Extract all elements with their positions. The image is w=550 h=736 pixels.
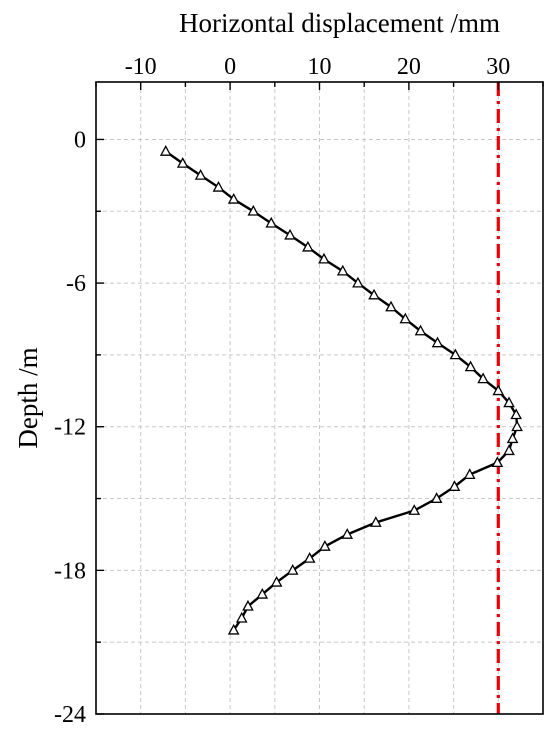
data-point-triangle bbox=[448, 480, 461, 491]
data-point-triangle bbox=[449, 348, 462, 360]
data-point-triangle bbox=[265, 216, 278, 228]
data-point-triangle bbox=[303, 552, 316, 563]
x-tick-label: 30 bbox=[486, 54, 510, 80]
y-axis-title: Depth /m bbox=[13, 347, 43, 448]
data-point-triangle bbox=[176, 157, 189, 168]
displacement-series-line bbox=[165, 150, 519, 631]
data-point-triangle bbox=[431, 336, 444, 348]
data-point-triangle bbox=[369, 516, 382, 527]
x-tick-label: 10 bbox=[308, 54, 332, 80]
data-point-triangle bbox=[503, 444, 515, 456]
data-point-triangle bbox=[212, 180, 225, 192]
data-point-triangle bbox=[492, 384, 505, 396]
data-point-triangle bbox=[414, 324, 427, 336]
data-point-triangle bbox=[511, 420, 523, 432]
data-point-triangle bbox=[286, 564, 299, 575]
data-point-triangle bbox=[318, 252, 330, 264]
data-point-triangle bbox=[368, 288, 380, 300]
grid-layer bbox=[95, 82, 544, 715]
x-tick-label: -10 bbox=[125, 54, 157, 80]
data-point-triangle bbox=[491, 456, 504, 468]
series-layer bbox=[159, 145, 523, 635]
data-point-triangle bbox=[336, 264, 349, 276]
data-point-triangle bbox=[256, 587, 269, 599]
data-point-triangle bbox=[194, 169, 207, 180]
data-point-triangle bbox=[464, 360, 477, 372]
data-point-triangle bbox=[270, 575, 283, 587]
data-point-triangle bbox=[284, 228, 296, 240]
data-point-triangle bbox=[227, 192, 240, 204]
data-point-triangle bbox=[477, 372, 489, 384]
data-point-triangle bbox=[408, 504, 421, 515]
data-point-triangle bbox=[503, 396, 515, 408]
data-point-triangle bbox=[227, 623, 240, 635]
data-point-triangle bbox=[242, 599, 254, 611]
y-tick-label: -24 bbox=[54, 702, 86, 728]
data-point-triangle bbox=[319, 540, 331, 551]
y-tick-label: -6 bbox=[66, 271, 86, 297]
data-point-triangle bbox=[302, 240, 314, 252]
data-point-triangle bbox=[352, 276, 364, 288]
x-axis-title: Horizontal displacement /mm bbox=[179, 8, 500, 38]
data-point-triangle bbox=[341, 528, 354, 539]
data-point-triangle bbox=[430, 492, 443, 503]
data-point-triangle bbox=[510, 408, 523, 420]
data-point-triangle bbox=[399, 312, 412, 324]
data-point-triangle bbox=[385, 300, 397, 312]
data-point-triangle bbox=[463, 468, 476, 480]
data-point-triangle bbox=[247, 204, 260, 216]
data-point-triangle bbox=[506, 432, 519, 444]
y-tick-label: -12 bbox=[54, 415, 86, 441]
tick-layer: -10 0 10 20 30 0 -6 -12 -18 -24 bbox=[54, 54, 544, 728]
y-tick-label: -18 bbox=[54, 558, 86, 584]
data-point-triangle bbox=[159, 145, 172, 156]
x-tick-label: 20 bbox=[397, 54, 421, 80]
x-tick-label: 0 bbox=[224, 54, 236, 80]
data-point-triangle bbox=[235, 611, 248, 623]
y-tick-label: 0 bbox=[74, 127, 86, 153]
